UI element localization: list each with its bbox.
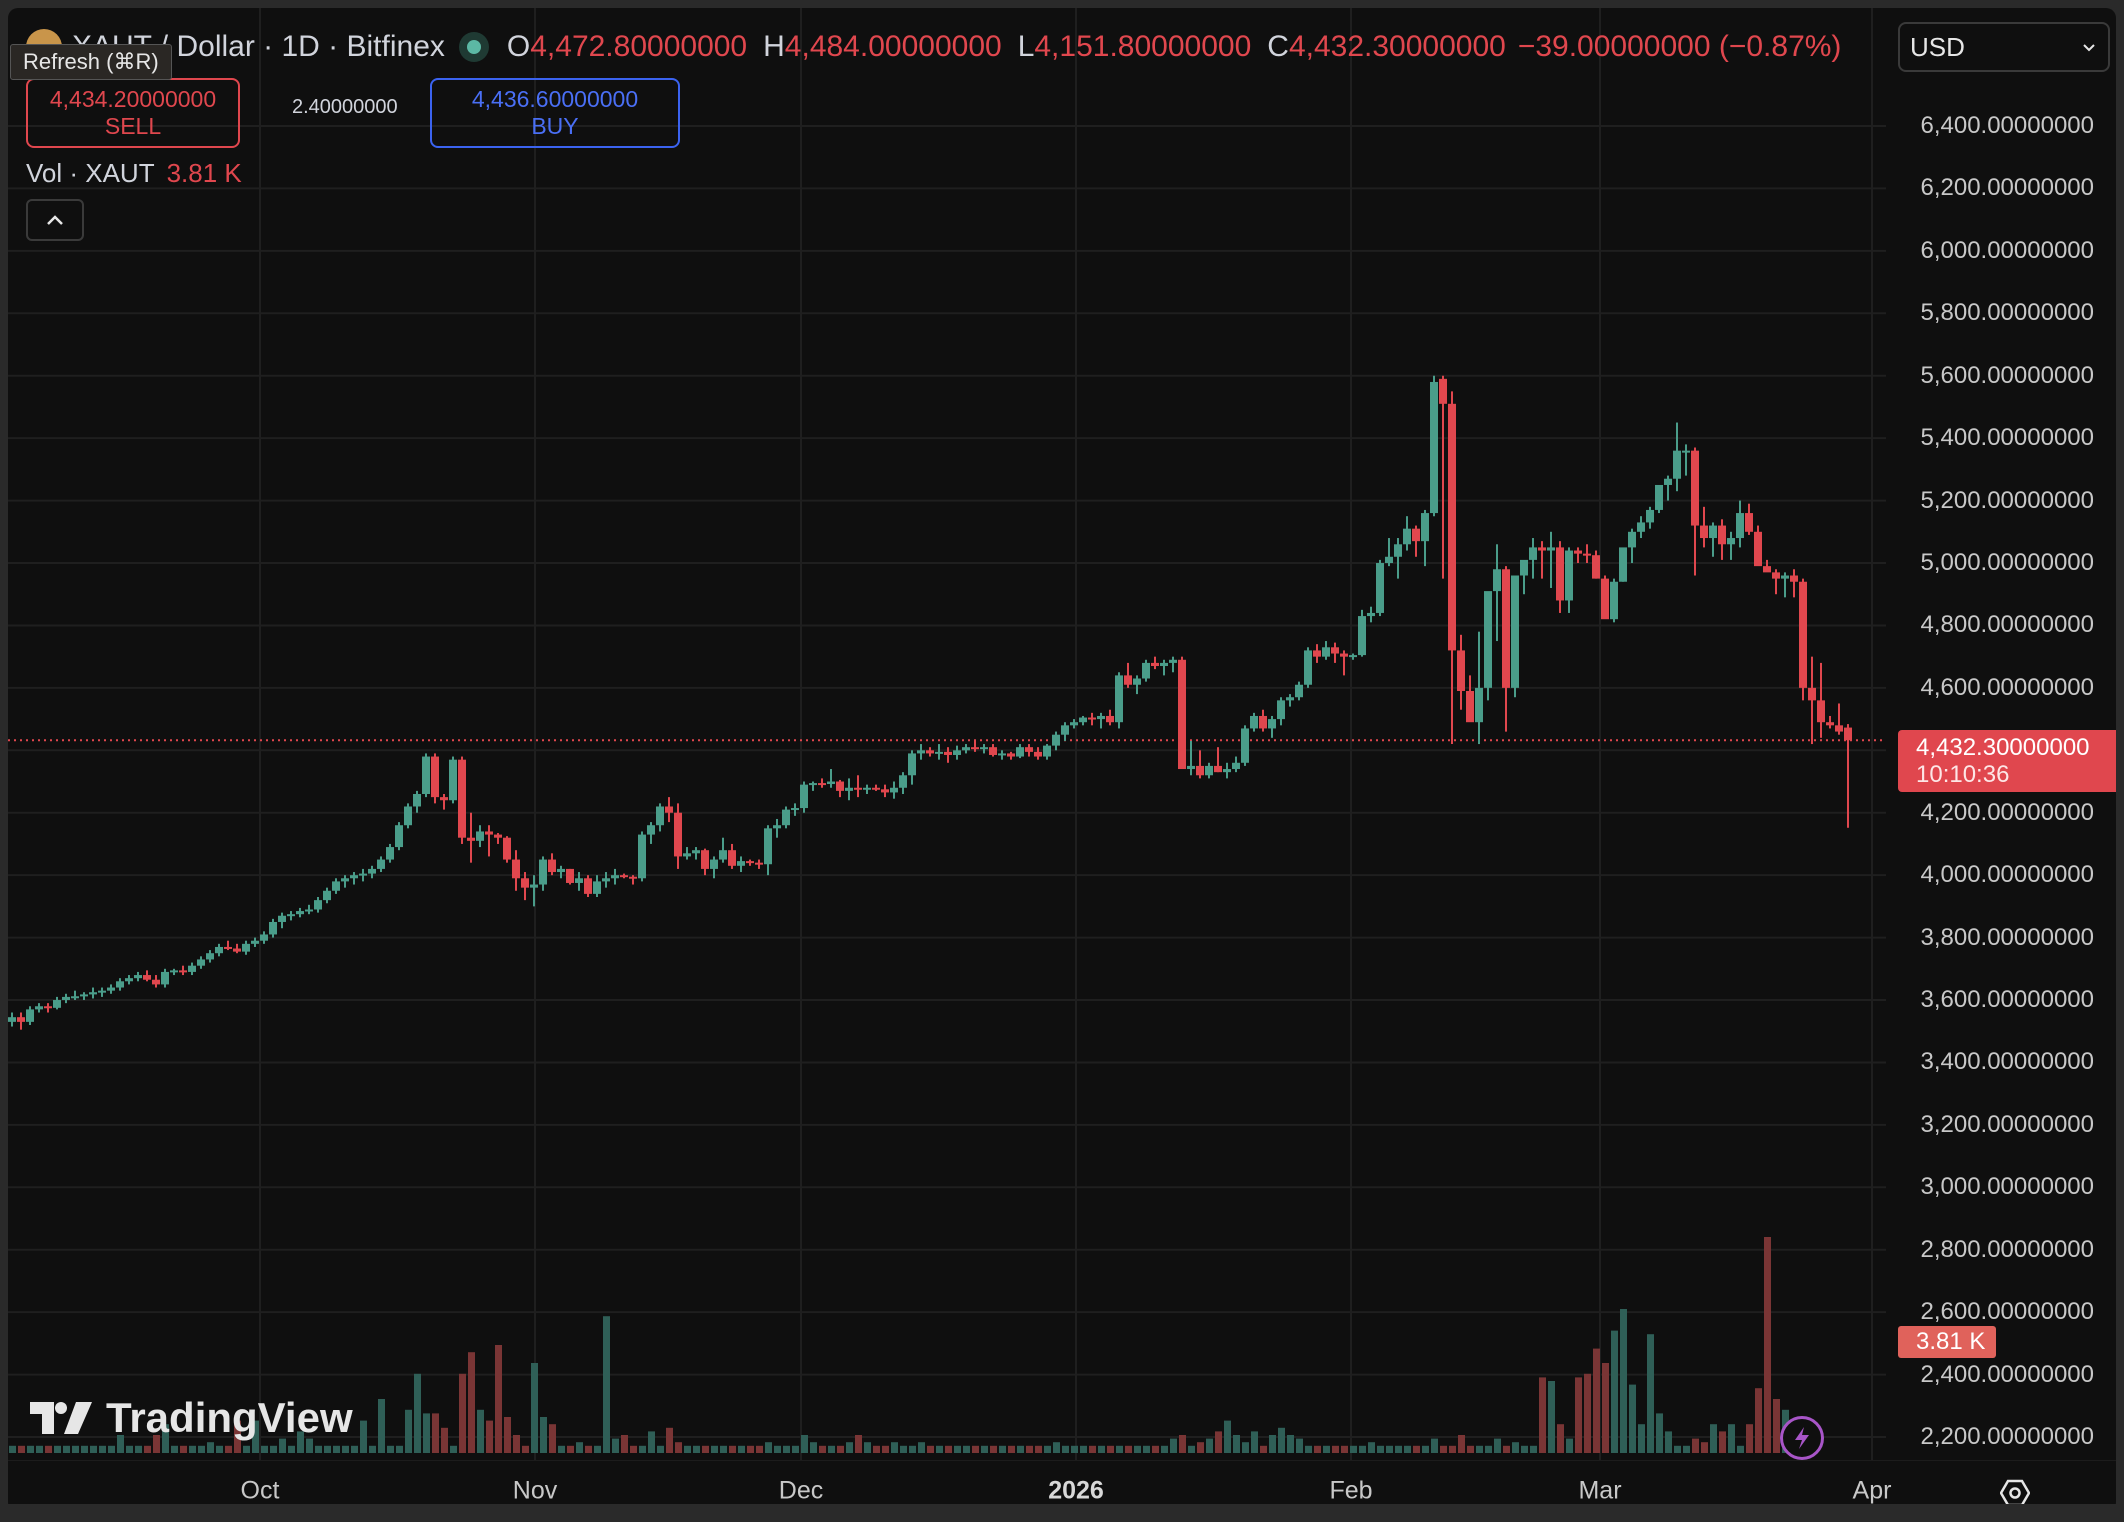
time-axis-label: Feb — [1329, 1476, 1373, 1505]
sell-label: SELL — [104, 113, 162, 139]
symbol-legend: XAUT / Dollar · 1D · Bitfinex O 4,472.800… — [26, 26, 1841, 68]
price-axis-label: 5,800.00000000 — [1920, 299, 2094, 327]
time-axis-label: Apr — [1852, 1476, 1892, 1505]
time-axis-label: Oct — [240, 1476, 280, 1505]
high-value: 4,484.00000000 — [784, 30, 1002, 63]
chevron-down-icon — [2083, 44, 2095, 52]
spread-value: 2.40000000 — [292, 96, 398, 118]
currency-select-value: USD — [1910, 31, 1965, 62]
buy-label: BUY — [531, 113, 579, 139]
tradingview-logo-icon — [30, 1402, 92, 1434]
refresh-tooltip: Refresh (⌘R) — [10, 44, 172, 80]
tradingview-logo-text: TradingView — [106, 1394, 353, 1441]
bottom-bar — [0, 1504, 2124, 1522]
high-label: H — [763, 30, 785, 63]
price-axis-label: 2,800.00000000 — [1920, 1235, 2094, 1263]
market-open-icon — [458, 32, 489, 62]
currency-select[interactable]: USD — [1898, 22, 2110, 72]
bar-countdown: 10:10:36 — [1916, 761, 2010, 788]
change-value: −39.00000000 (−0.87%) — [1517, 30, 1842, 63]
time-axis-label: 2026 — [1048, 1476, 1104, 1505]
sell-button[interactable]: 4,434.20000000 SELL — [26, 78, 240, 148]
volume-tag: 3.81 K — [1898, 1326, 1996, 1358]
flash-event-icon[interactable] — [1780, 1416, 1824, 1460]
time-axis-label: Nov — [512, 1476, 558, 1505]
open-value: 4,472.80000000 — [530, 30, 748, 63]
price-axis-label: 3,200.00000000 — [1920, 1110, 2094, 1138]
price-axis-label: 4,800.00000000 — [1920, 611, 2094, 639]
price-axis-label: 5,400.00000000 — [1920, 424, 2094, 452]
price-axis-label: 3,600.00000000 — [1920, 986, 2094, 1014]
chart-window: XAUT / Dollar · 1D · Bitfinex O 4,472.800… — [8, 8, 2116, 1512]
price-chart[interactable] — [8, 8, 2116, 1460]
low-value: 4,151.80000000 — [1034, 30, 1252, 63]
time-axis-label: Dec — [778, 1476, 824, 1505]
volume-legend[interactable]: Vol · XAUT 3.81 K — [26, 158, 242, 189]
price-axis-label: 5,000.00000000 — [1920, 549, 2094, 576]
time-axis-label: Mar — [1578, 1476, 1622, 1505]
price-axis-label: 3,400.00000000 — [1920, 1048, 2094, 1076]
price-axis-label: 6,200.00000000 — [1920, 174, 2094, 202]
price-axis-label: 2,200.00000000 — [1920, 1423, 2094, 1451]
price-axis-label: 4,000.00000000 — [1920, 861, 2094, 889]
price-axis-label: 5,600.00000000 — [1920, 361, 2094, 389]
buy-button[interactable]: 4,436.60000000 BUY — [430, 78, 680, 148]
tradingview-logo[interactable]: TradingView — [30, 1394, 353, 1442]
close-value: 4,432.30000000 — [1288, 30, 1506, 63]
time-axis[interactable]: Oct Nov Dec 2026 Feb Mar Apr — [8, 1460, 2116, 1512]
price-axis-label: 3,800.00000000 — [1920, 923, 2094, 951]
volume-legend-label: Vol · XAUT — [26, 158, 155, 188]
price-axis-label: 2,400.00000000 — [1920, 1360, 2094, 1388]
sell-price: 4,434.20000000 — [49, 86, 217, 112]
price-axis-label: 3,000.00000000 — [1920, 1173, 2094, 1201]
price-axis-label: 5,200.00000000 — [1920, 486, 2094, 514]
collapse-legend-button[interactable] — [26, 199, 84, 241]
low-label: L — [1017, 30, 1035, 63]
last-price-tag: 4,432.30000000 10:10:36 — [1898, 730, 2116, 792]
price-axis-label: 6,400.00000000 — [1920, 112, 2094, 139]
price-axis-label: 4,600.00000000 — [1920, 673, 2094, 701]
chevron-up-icon — [47, 215, 63, 225]
close-label: C — [1267, 30, 1289, 63]
volume-legend-value: 3.81 K — [166, 158, 242, 188]
last-price-value: 4,432.30000000 — [1916, 734, 2090, 761]
price-axis-label: 2,600.00000000 — [1920, 1298, 2094, 1326]
price-axis-label: 6,000.00000000 — [1920, 236, 2094, 264]
open-label: O — [506, 30, 531, 63]
buy-price: 4,436.60000000 — [471, 86, 639, 112]
price-axis-label: 4,200.00000000 — [1920, 798, 2094, 826]
